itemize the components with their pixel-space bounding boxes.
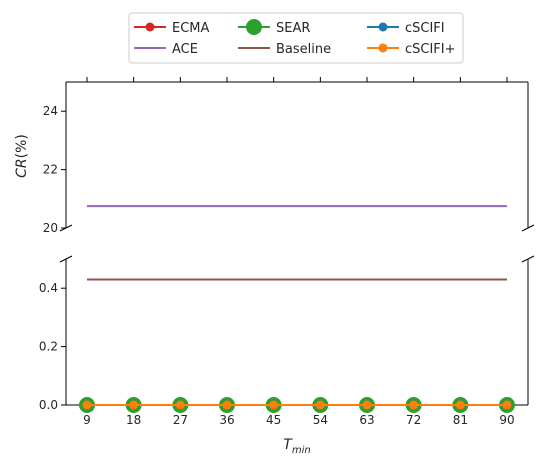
point-cscifi--63: [362, 400, 372, 410]
x-tick-label: 9: [83, 413, 91, 427]
legend-marker-cscifi: [378, 22, 388, 32]
lower-y-tick-label: 0.2: [39, 340, 58, 354]
legend-label-ace: ACE: [172, 42, 198, 57]
x-tick-label: 45: [266, 413, 281, 427]
point-cscifi--45: [269, 400, 279, 410]
x-axis-label: Tmin: [283, 437, 310, 456]
y-axis-label-main: CR: [14, 158, 30, 178]
legend-label-baseline: Baseline: [276, 42, 331, 57]
point-cscifi--18: [129, 400, 139, 410]
legend-label-sear: SEAR: [276, 21, 310, 36]
point-cscifi--9: [82, 400, 92, 410]
x-tick-label: 81: [453, 413, 468, 427]
y-axis-label: CR(%): [14, 134, 30, 178]
x-tick-label: 54: [313, 413, 328, 427]
upper-y-tick-label: 24: [43, 104, 58, 118]
legend-label-cscifi-: cSCIFI+: [405, 42, 456, 57]
x-tick-label: 36: [219, 413, 234, 427]
upper-y-tick-label: 22: [43, 163, 58, 177]
axis-break-mark-1: [521, 224, 535, 232]
x-axis-label-subscript: min: [292, 445, 311, 456]
x-axis-label-main: T: [283, 437, 293, 453]
x-tick-label: 18: [126, 413, 141, 427]
point-cscifi--36: [222, 400, 232, 410]
point-cscifi--81: [455, 400, 465, 410]
x-tick-label: 63: [359, 413, 374, 427]
x-tick-label: 27: [173, 413, 188, 427]
upper-y-tick-label: 20: [43, 221, 58, 235]
legend-label-ecma: ECMA: [172, 21, 210, 36]
point-cscifi--27: [175, 400, 185, 410]
y-axis-label-unit: (%): [14, 134, 30, 158]
axis-break-mark-2: [59, 255, 73, 263]
legend-label-cscifi: cSCIFI: [405, 21, 445, 36]
lower-y-tick-label: 0.4: [39, 281, 58, 295]
x-tick-label: 72: [406, 413, 421, 427]
legend-marker-ecma: [145, 22, 155, 32]
point-cscifi--54: [315, 400, 325, 410]
axis-break-mark-3: [521, 255, 535, 263]
point-cscifi--72: [409, 400, 419, 410]
legend-marker-sear: [246, 19, 262, 35]
point-cscifi--90: [502, 400, 512, 410]
x-tick-label: 90: [499, 413, 514, 427]
legend-marker-cscifi-: [378, 43, 388, 53]
lower-y-tick-label: 0.0: [39, 398, 58, 412]
